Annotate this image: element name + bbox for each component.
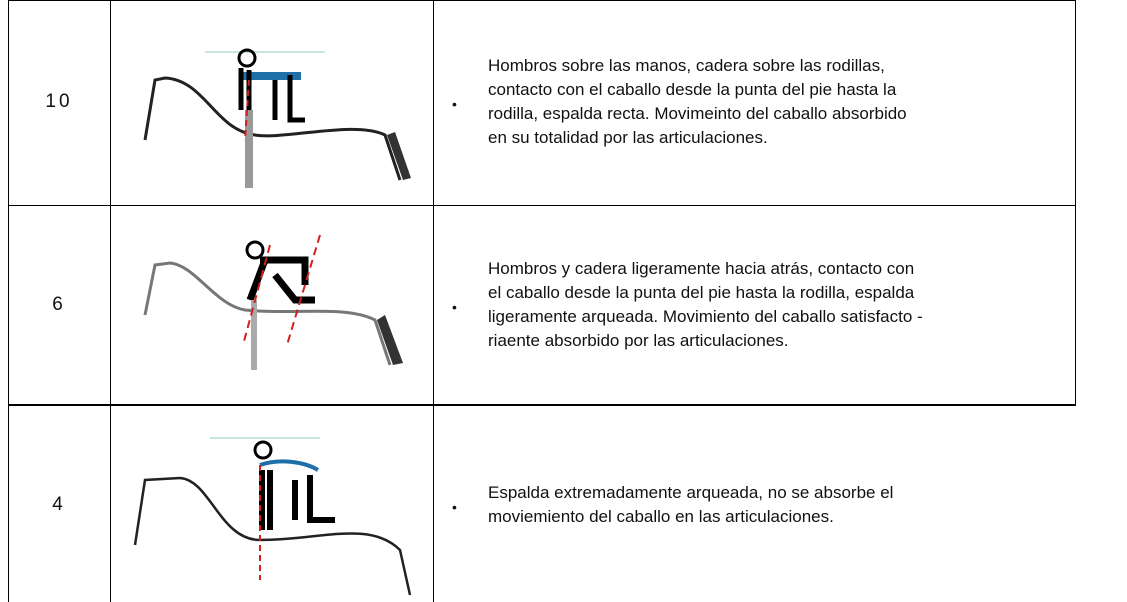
score: 10: [45, 91, 73, 112]
description: Espalda extremadamente arqueada, no se a…: [488, 481, 1068, 529]
border: [8, 404, 1076, 406]
border: [433, 0, 434, 602]
bullet: •: [452, 499, 457, 515]
description-line: Hombros sobre las manos, cadera sobre la…: [488, 56, 885, 75]
description-line: rodilla, espalda recta. Movimeinto del c…: [488, 104, 907, 123]
border: [110, 0, 111, 602]
description-line: riaente absorbido por las articulaciones…: [488, 331, 789, 350]
border: [8, 205, 1076, 206]
border: [8, 0, 9, 602]
description-line: ligeramente arqueada. Movimiento del cab…: [488, 307, 923, 326]
rider-drawing: [143, 48, 411, 188]
border: [8, 0, 1076, 1]
bullet: •: [452, 96, 457, 112]
score: 6: [52, 294, 66, 315]
score: 4: [52, 494, 66, 515]
description-line: en su totalidad por las articulaciones.: [488, 128, 768, 147]
description-line: el caballo desde la punta del pie hasta …: [488, 283, 915, 302]
description-line: Espalda extremadamente arqueada, no se a…: [488, 483, 894, 502]
description-line: Hombros y cadera ligeramente hacia atrás…: [488, 259, 915, 278]
description: Hombros y cadera ligeramente hacia atrás…: [488, 257, 1068, 353]
rider-drawing: [143, 234, 403, 370]
description-line: moviemiento del caballo en las articulac…: [488, 507, 834, 526]
description: Hombros sobre las manos, cadera sobre la…: [488, 54, 1068, 150]
border: [1075, 0, 1076, 406]
description-line: contacto con el caballo desde la punta d…: [488, 80, 897, 99]
rider-drawing: [133, 437, 412, 596]
bullet: •: [452, 299, 457, 315]
